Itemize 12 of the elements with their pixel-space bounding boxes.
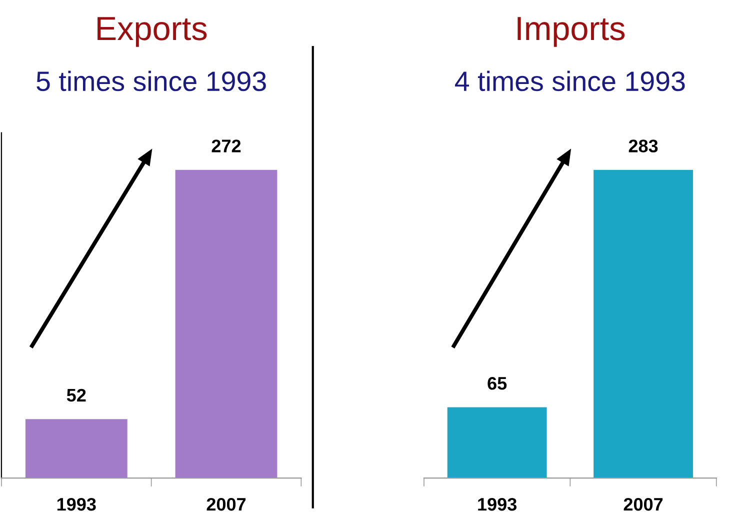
x-tick-label: 2007 xyxy=(624,498,663,511)
data-label: 52 xyxy=(66,388,86,402)
x-tick-label: 1993 xyxy=(478,498,517,511)
x-tick-label: 1993 xyxy=(57,498,96,511)
chart-subtitle: 4 times since 1993 xyxy=(455,70,685,92)
chart-subtitle: 5 times since 1993 xyxy=(36,70,266,92)
x-tick-label: 2007 xyxy=(206,498,246,511)
data-label: 65 xyxy=(488,376,507,390)
chart-title: Exports xyxy=(98,17,207,47)
chart-title: Imports xyxy=(518,17,625,47)
data-label: 283 xyxy=(628,140,658,152)
data-label: 272 xyxy=(212,140,241,152)
